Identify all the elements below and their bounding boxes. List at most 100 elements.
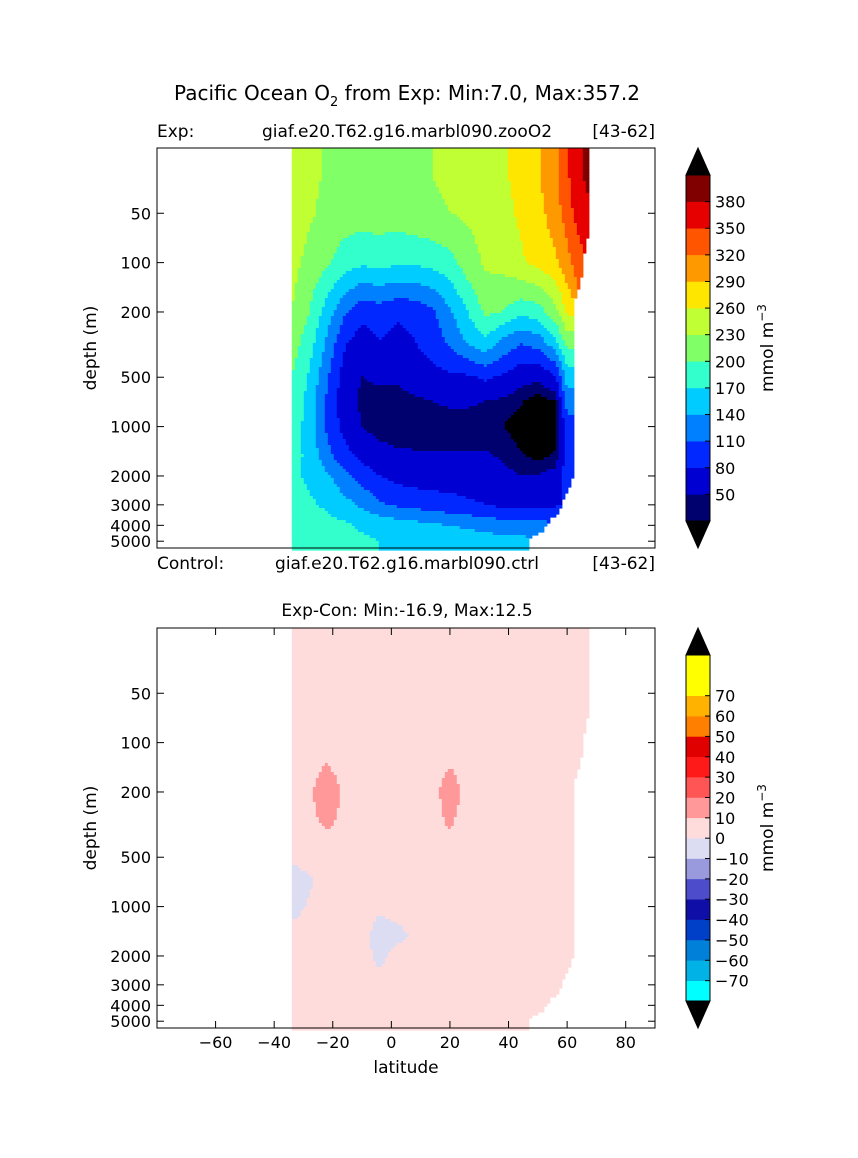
heatmap-cell [357,238,362,242]
heatmap-cell [528,259,533,263]
heatmap-cell [501,178,506,182]
heatmap-cell [519,202,524,206]
heatmap-cell [429,175,434,179]
heatmap-cell [537,202,542,206]
heatmap-cell [492,235,497,239]
heatmap-cell [348,235,353,239]
heatmap-cell [387,166,392,170]
heatmap-cell [483,244,488,248]
heatmap-cell [576,181,581,185]
heatmap-cell [324,214,329,218]
heatmap-cell [579,226,584,230]
heatmap-cell [405,178,410,182]
heatmap-cell [528,253,533,257]
heatmap-cell [297,172,302,176]
heatmap-cell [462,226,467,230]
heatmap-cell [396,211,401,215]
heatmap-cell [510,250,515,254]
heatmap-cell [513,217,518,221]
heatmap-cell [585,208,590,212]
heatmap-cell [414,184,419,188]
heatmap-cell [315,256,320,260]
heatmap-cell [444,160,449,164]
heatmap-cell [327,181,332,185]
heatmap-cell [507,205,512,209]
heatmap-cell [429,214,434,218]
heatmap-cell [387,151,392,155]
heatmap-cell [444,202,449,206]
heatmap-cell [510,196,515,200]
heatmap-cell [555,226,560,230]
heatmap-cell [381,169,386,173]
heatmap-cell [432,169,437,173]
heatmap-cell [321,247,326,251]
heatmap-cell [522,148,527,152]
heatmap-cell [468,148,473,152]
heatmap-cell [576,250,581,254]
heatmap-cell [375,148,380,152]
heatmap-cell [291,202,296,206]
heatmap-cell [348,154,353,158]
heatmap-cell [306,202,311,206]
heatmap-cell [450,169,455,173]
heatmap-cell [465,187,470,191]
heatmap-cell [453,154,458,158]
heatmap-cell [504,160,509,164]
heatmap-cell [372,148,377,152]
heatmap-cell [426,247,431,251]
heatmap-cell [516,244,521,248]
heatmap-cell [570,253,575,257]
heatmap-cell [543,175,548,179]
heatmap-cell [450,208,455,212]
heatmap-cell [429,187,434,191]
heatmap-cell [459,178,464,182]
heatmap-cell [429,244,434,248]
heatmap-cell [504,211,509,215]
heatmap-cell [336,259,341,263]
heatmap-cell [528,256,533,260]
heatmap-cell [402,172,407,176]
heatmap-cell [513,229,518,233]
heatmap-cell [324,190,329,194]
heatmap-cell [540,250,545,254]
heatmap-cell [585,217,590,221]
heatmap-cell [351,256,356,260]
heatmap-cell [528,160,533,164]
heatmap-cell [378,196,383,200]
heatmap-cell [291,157,296,161]
heatmap-cell [438,226,443,230]
heatmap-cell [570,190,575,194]
heatmap-cell [513,208,518,212]
heatmap-cell [510,235,515,239]
heatmap-cell [372,229,377,233]
heatmap-cell [330,157,335,161]
heatmap-cell [426,166,431,170]
heatmap-cell [369,256,374,260]
heatmap-cell [582,175,587,179]
heatmap-cell [477,184,482,188]
heatmap-cell [483,259,488,263]
heatmap-cell [555,169,560,173]
heatmap-cell [531,175,536,179]
heatmap-cell [402,187,407,191]
heatmap-cell [480,229,485,233]
heatmap-cell [429,157,434,161]
heatmap-cell [489,175,494,179]
heatmap-cell [513,166,518,170]
heatmap-cell [561,196,566,200]
heatmap-cell [330,181,335,185]
heatmap-cell [585,163,590,167]
heatmap-cell [309,244,314,248]
heatmap-cell [378,229,383,233]
heatmap-cell [375,217,380,221]
heatmap-cell [480,223,485,227]
heatmap-cell [540,202,545,206]
heatmap-cell [435,163,440,167]
heatmap-cell [519,238,524,242]
heatmap-cell [471,184,476,188]
heatmap-cell [375,178,380,182]
heatmap-cell [567,226,572,230]
heatmap-cell [495,160,500,164]
heatmap-cell [414,202,419,206]
heatmap-cell [369,223,374,227]
